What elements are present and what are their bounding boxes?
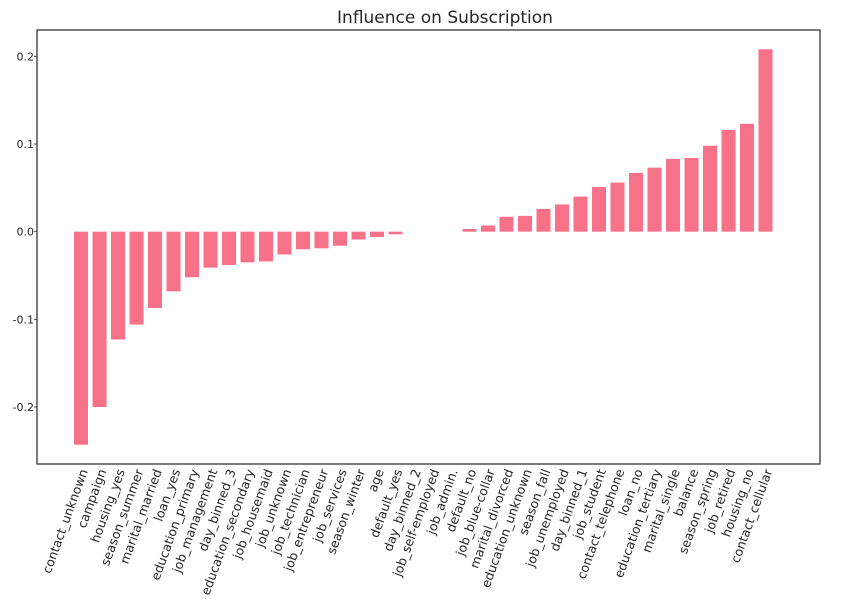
y-tick-label: -0.1 xyxy=(13,313,34,326)
bar-contact-telephone xyxy=(610,182,625,232)
bar-season-spring xyxy=(703,145,717,232)
bar-default-yes xyxy=(388,231,403,235)
bar-season-fall xyxy=(536,208,551,232)
y-tick-label: 0.1 xyxy=(17,138,35,151)
bar-day-binned-1 xyxy=(573,196,588,232)
bar-education-unknown xyxy=(518,215,532,232)
bar-job-entrepreneur xyxy=(314,231,329,249)
y-axis-ticks: 0.2 0.1 0.0 -0.1 -0.2 xyxy=(13,50,37,414)
bar-job-technician xyxy=(296,231,310,250)
bar-season-summer xyxy=(129,231,144,325)
bar-contact-unknown xyxy=(74,231,88,445)
bar-job-housemaid xyxy=(259,231,273,262)
bar-marital-divorced xyxy=(499,216,514,232)
chart-title: Influence on Subscription xyxy=(337,8,553,28)
bar-contact-cellular xyxy=(758,49,773,232)
bar-campaign xyxy=(92,231,107,408)
bar-housing-no xyxy=(740,123,754,232)
x-axis-ticks: contact_unknowncampaignhousing_yesseason… xyxy=(39,466,775,597)
bar-job-unemployed xyxy=(555,204,569,232)
y-tick-label: 0.0 xyxy=(17,226,35,239)
bar-job-blue-collar xyxy=(481,225,495,232)
y-tick-label: 0.2 xyxy=(17,50,35,63)
bar-season-winter xyxy=(351,231,366,240)
bar-day-binned-3 xyxy=(222,231,236,265)
bar-job-student xyxy=(592,186,606,232)
bars-group xyxy=(74,49,773,445)
bar-job-management xyxy=(203,231,218,268)
bar-education-tertiary xyxy=(647,167,662,232)
bar-marital-married xyxy=(148,231,162,308)
y-tick-label: -0.2 xyxy=(13,401,34,414)
bar-job-services xyxy=(333,231,347,246)
bar-job-retired xyxy=(721,129,736,232)
bar-education-secondary xyxy=(240,231,255,263)
bar-loan-no xyxy=(629,172,643,232)
bar-default-no xyxy=(462,229,477,232)
bar-marital-single xyxy=(666,158,680,232)
bar-loan-yes xyxy=(166,231,181,292)
bar-housing-yes xyxy=(111,231,125,340)
bar-education-primary xyxy=(185,231,199,278)
bar-age xyxy=(370,231,384,237)
bar-balance xyxy=(684,158,699,232)
bar-job-unknown xyxy=(277,231,292,255)
